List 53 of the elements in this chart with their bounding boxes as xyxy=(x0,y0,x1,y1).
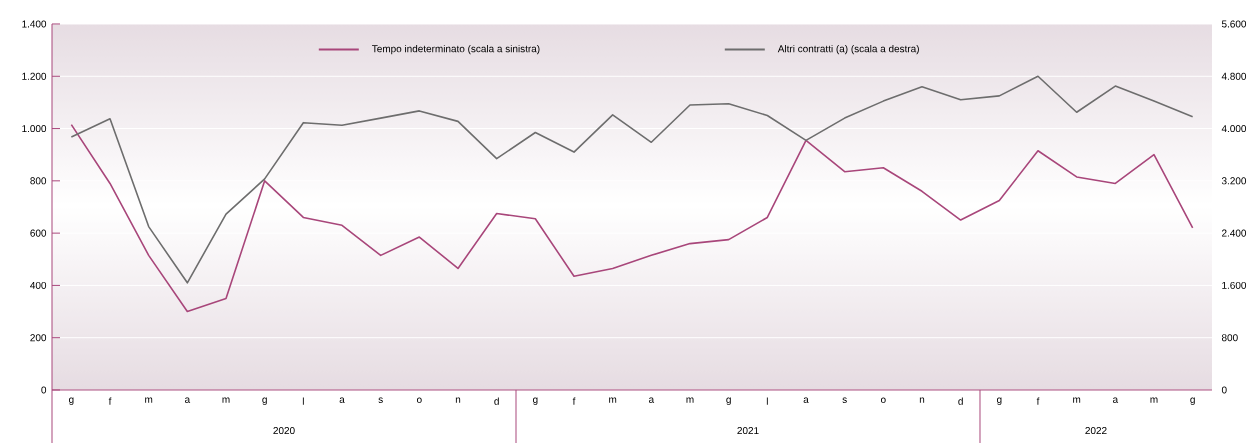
x-tick-label: o xyxy=(416,397,422,403)
x-tick-label: g xyxy=(1190,397,1195,405)
y-tick-label: 1.000 xyxy=(22,124,47,132)
y2-tick-label: 4.000 xyxy=(1221,124,1247,132)
x-tick-label: s xyxy=(378,397,383,403)
x-tick-label: m xyxy=(1073,397,1081,403)
x-tick-label: l xyxy=(766,397,768,405)
legend-label: Altri contratti (a) (scala a destra) xyxy=(777,44,919,55)
y2-tick-label: 5.600 xyxy=(1221,20,1247,28)
y2-tick-label: 0 xyxy=(1221,386,1227,394)
x-tick-label: n xyxy=(919,397,925,403)
y-tick-label: 1.200 xyxy=(22,72,47,80)
legend-label: Tempo indeterminato (scala a sinistra) xyxy=(372,44,540,55)
x-tick-label: g xyxy=(262,397,267,405)
x-tick-label: f xyxy=(1036,397,1040,405)
x-tick-label: s xyxy=(842,397,847,403)
x-tick-label: g xyxy=(532,397,538,405)
text: 2022 xyxy=(1085,426,1107,434)
x-tick-label: d xyxy=(494,397,499,405)
x-tick-label: a xyxy=(339,397,345,403)
y-tick-label: 0 xyxy=(41,386,47,394)
y-tick-label: 1.400 xyxy=(22,20,47,28)
x-tick-label: m xyxy=(222,397,230,403)
x-tick-label: f xyxy=(572,397,576,405)
x-tick-label: f xyxy=(108,397,112,405)
x-tick-label: g xyxy=(726,397,731,405)
text: 2020 xyxy=(273,426,295,434)
y-tick-label: 600 xyxy=(30,229,47,237)
x-tick-label: l xyxy=(302,397,304,405)
x-tick-label: g xyxy=(996,397,1002,405)
x-tick-label: m xyxy=(145,397,153,403)
x-tick-label: o xyxy=(880,397,886,403)
y2-tick-label: 4.800 xyxy=(1221,72,1247,80)
x-tick-label: a xyxy=(1112,397,1119,403)
x-tick-label: g xyxy=(69,397,74,405)
y-tick-label: 800 xyxy=(30,177,47,185)
x-tick-label: m xyxy=(686,397,694,403)
x-tick-label: a xyxy=(803,397,809,403)
line-series xyxy=(70,75,1194,284)
x-tick-label: a xyxy=(648,397,655,403)
x-tick-label: n xyxy=(455,397,461,403)
line-series xyxy=(70,123,1194,313)
y-tick-label: 200 xyxy=(30,333,47,341)
x-tick-label: m xyxy=(609,397,617,403)
x-tick-label: m xyxy=(1150,397,1158,403)
y-tick-label: 400 xyxy=(30,281,47,289)
y2-tick-label: 2.400 xyxy=(1222,229,1247,237)
x-tick-label: d xyxy=(958,397,963,405)
y2-tick-label: 3.200 xyxy=(1221,177,1247,185)
text: 2021 xyxy=(737,426,759,434)
y2-tick-label: 1.600 xyxy=(1222,281,1247,289)
y2-tick-label: 800 xyxy=(1221,333,1238,341)
x-tick-label: a xyxy=(184,397,191,403)
